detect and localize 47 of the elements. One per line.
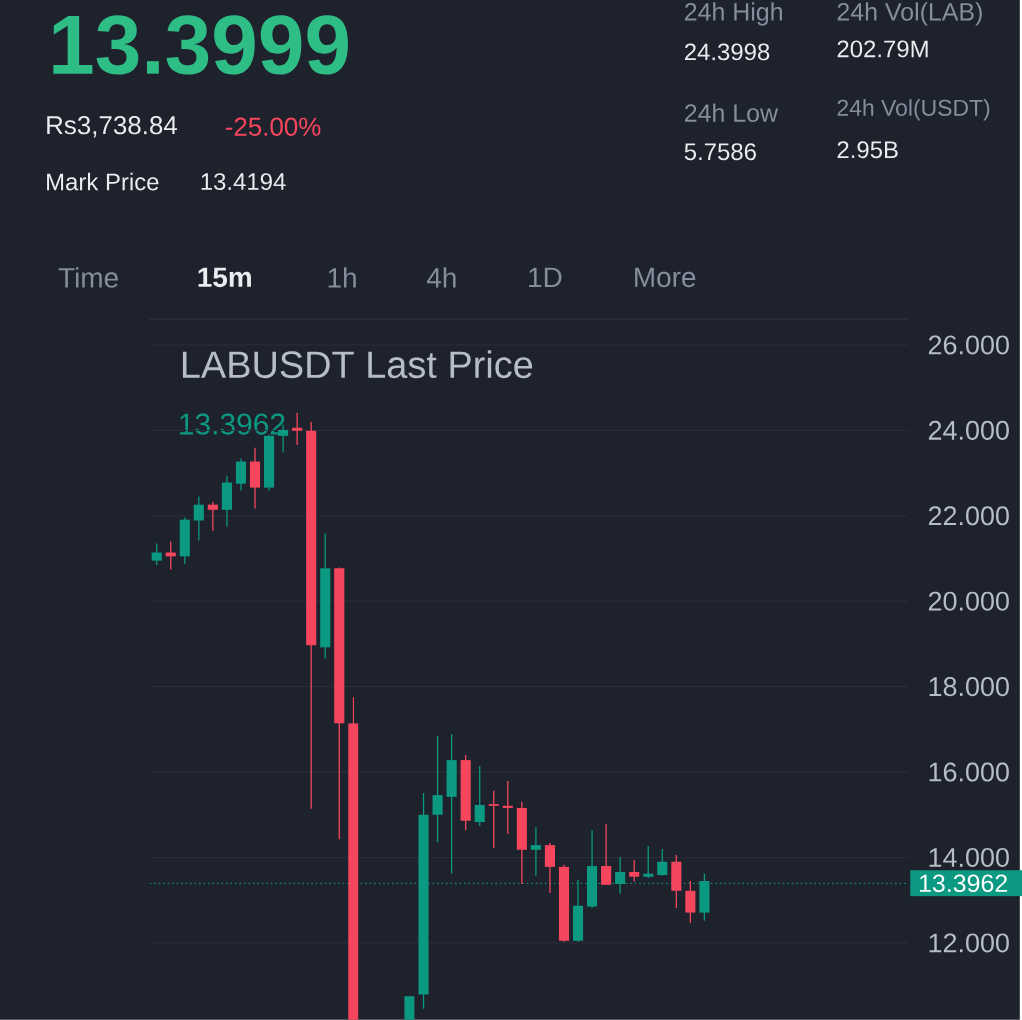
text: -25.00%: [225, 117, 321, 136]
y-tick-label: 16.000: [929, 762, 1009, 782]
text: 24h Vol(USDT): [837, 98, 990, 121]
candlestick: [235, 457, 247, 492]
text: 1h: [328, 267, 356, 288]
candlestick: [207, 500, 218, 532]
text: 202.79M: [837, 40, 928, 58]
y-tick-label: 20.000: [928, 591, 1009, 611]
candlestick: [404, 995, 415, 1020]
text: More: [635, 267, 696, 287]
annotation: 13.3962: [180, 413, 285, 435]
text: 1D: [529, 267, 562, 287]
text: 15m: [198, 267, 251, 287]
candlestick: [629, 859, 640, 883]
y-tick-label: 24.000: [928, 420, 1009, 440]
text: 5.7586: [684, 142, 756, 160]
text: Rs3,738.84: [47, 115, 178, 138]
candlestick: [643, 845, 654, 879]
candlestick: [544, 842, 555, 894]
candlestick: [193, 495, 204, 541]
candlestick: [502, 780, 513, 835]
y-tick-label: 12.000: [929, 933, 1009, 953]
text: 24h Vol(LAB): [837, 2, 982, 26]
y-tick-label: 14.000: [929, 847, 1009, 867]
candlestick: [292, 411, 303, 446]
candlestick: [488, 789, 499, 849]
candlestick: [474, 765, 485, 827]
y-tick-label: 26.000: [928, 335, 1009, 355]
candlestick: [432, 735, 443, 843]
y-tick-label: 18.000: [929, 676, 1009, 696]
text: LABUSDT Last Price: [182, 350, 533, 378]
text: Time: [58, 266, 118, 288]
text: 13.3999: [53, 14, 348, 75]
text: Mark Price: [47, 172, 159, 191]
y-tick-label: 22.000: [928, 506, 1009, 526]
candlestick: [151, 542, 162, 566]
text: 4h: [426, 267, 456, 288]
text: 24h Low: [684, 103, 779, 122]
candlestick: [657, 848, 668, 877]
ref-line-label: 13.3962: [919, 874, 1007, 892]
text: 13.4194: [201, 172, 286, 190]
text: 2.95B: [837, 140, 898, 158]
candlestick: [530, 826, 541, 877]
text: 24.3998: [684, 43, 770, 61]
text: 24h High: [684, 2, 782, 26]
candlestick: [685, 880, 696, 924]
candlestick: [601, 822, 612, 886]
